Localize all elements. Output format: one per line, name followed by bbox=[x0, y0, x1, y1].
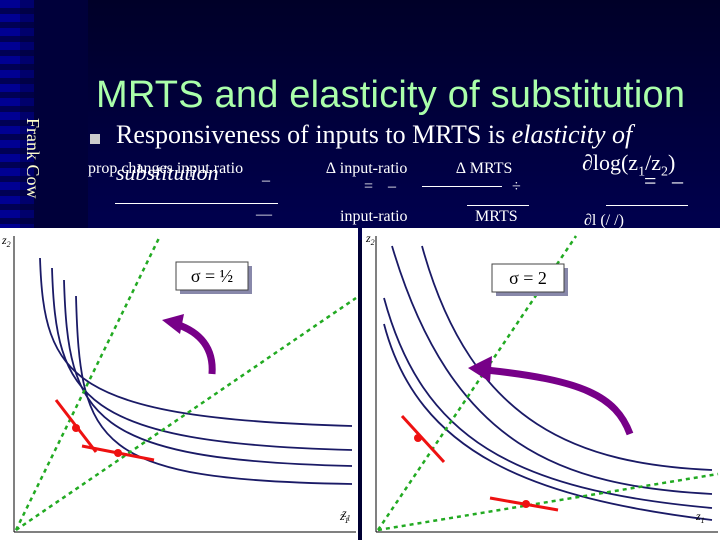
bullet-text-prefix: Responsiveness of inputs to MRTS is bbox=[116, 120, 512, 149]
formula-minus-1b: – bbox=[388, 178, 396, 195]
panel-left-diagram: σ = ½ z2 z1 bbox=[0, 228, 358, 540]
formula-divide: ÷ bbox=[512, 178, 521, 195]
formula-equals-1: = bbox=[364, 178, 374, 195]
slide-header-background bbox=[88, 0, 720, 240]
right-tangent-point-2 bbox=[522, 500, 530, 508]
left-arrow-head-icon bbox=[162, 314, 184, 334]
formula-fraction-line-1 bbox=[115, 203, 278, 204]
formula-mrts: MRTS bbox=[475, 208, 518, 225]
left-isoquant-2 bbox=[51, 267, 353, 451]
formula-input-ratio: input-ratio bbox=[340, 208, 408, 225]
slide-stripe-decoration-2 bbox=[20, 0, 34, 240]
left-tangent-point-1 bbox=[72, 424, 80, 432]
right-y-axis-label: z2 bbox=[365, 231, 375, 247]
slide-stripe-decoration bbox=[0, 0, 20, 240]
formula-fraction-line-3 bbox=[467, 205, 529, 206]
formula-fraction-line-2 bbox=[422, 186, 502, 187]
right-tangent-1 bbox=[400, 414, 446, 464]
bullet-text-italic: elasticity of bbox=[511, 120, 633, 149]
right-arrow-shaft bbox=[485, 366, 634, 436]
right-tangent-point-1 bbox=[414, 434, 422, 442]
left-isoquant-1 bbox=[39, 257, 353, 427]
left-x-axis-label-bottom: z1 bbox=[342, 506, 351, 523]
left-y-axis-label: z2 bbox=[1, 233, 11, 249]
slide-title: MRTS and elasticity of substitution bbox=[96, 74, 686, 116]
right-x-axis-label: z1 bbox=[695, 509, 705, 525]
right-isoquant-svg: σ = 2 z2 z1 bbox=[365, 231, 719, 533]
left-x-axis-label: z1 bbox=[339, 509, 349, 525]
bullet-square-icon bbox=[90, 134, 100, 144]
left-ray-steep bbox=[14, 235, 162, 531]
formula-minus-2: – bbox=[672, 168, 683, 193]
formula-prop-changes: prop changes input ratio bbox=[88, 160, 244, 177]
author-vertical-label: Frank Cow bbox=[23, 118, 43, 199]
formula-dlog: ∂log(z1/z2) bbox=[582, 150, 676, 180]
formula-equals-2: = bbox=[644, 168, 657, 193]
bullet-text: Responsiveness of inputs to MRTS is elas… bbox=[116, 120, 632, 150]
left-isoquant-svg: σ = ½ z2 z1 bbox=[1, 233, 357, 533]
right-ray-shallow bbox=[377, 472, 719, 532]
left-tangent-point-2 bbox=[114, 449, 122, 457]
right-isoquant-1 bbox=[383, 297, 713, 509]
left-isoquant-3 bbox=[63, 279, 353, 467]
formula-dash: — bbox=[256, 206, 272, 223]
right-isoquant-3 bbox=[391, 245, 713, 495]
formula-partial-truncated: ∂l (/ /) bbox=[584, 212, 624, 228]
formula-minus-1: – bbox=[262, 172, 270, 189]
right-isoquant-4 bbox=[421, 245, 713, 471]
left-arrow-shaft bbox=[174, 320, 216, 375]
formula-delta-input-ratio: ∆ input-ratio bbox=[326, 160, 408, 177]
right-arrow-head-icon bbox=[468, 356, 492, 382]
left-sigma-label: σ = ½ bbox=[191, 266, 233, 286]
right-sigma-box bbox=[491, 263, 565, 293]
right-ray-steep bbox=[376, 235, 578, 531]
left-sigma-box bbox=[175, 261, 249, 291]
left-isoquant-4 bbox=[75, 295, 353, 485]
bullet-text-italic-continued: substitution bbox=[116, 160, 219, 185]
right-sigma-label: σ = 2 bbox=[509, 268, 547, 288]
right-isoquant-2 bbox=[383, 323, 713, 521]
panel-right-diagram: σ = 2 z2 z1 bbox=[362, 228, 720, 540]
formula-delta-mrts: ∆ MRTS bbox=[456, 160, 513, 177]
formula-fraction-line-4 bbox=[606, 205, 688, 206]
